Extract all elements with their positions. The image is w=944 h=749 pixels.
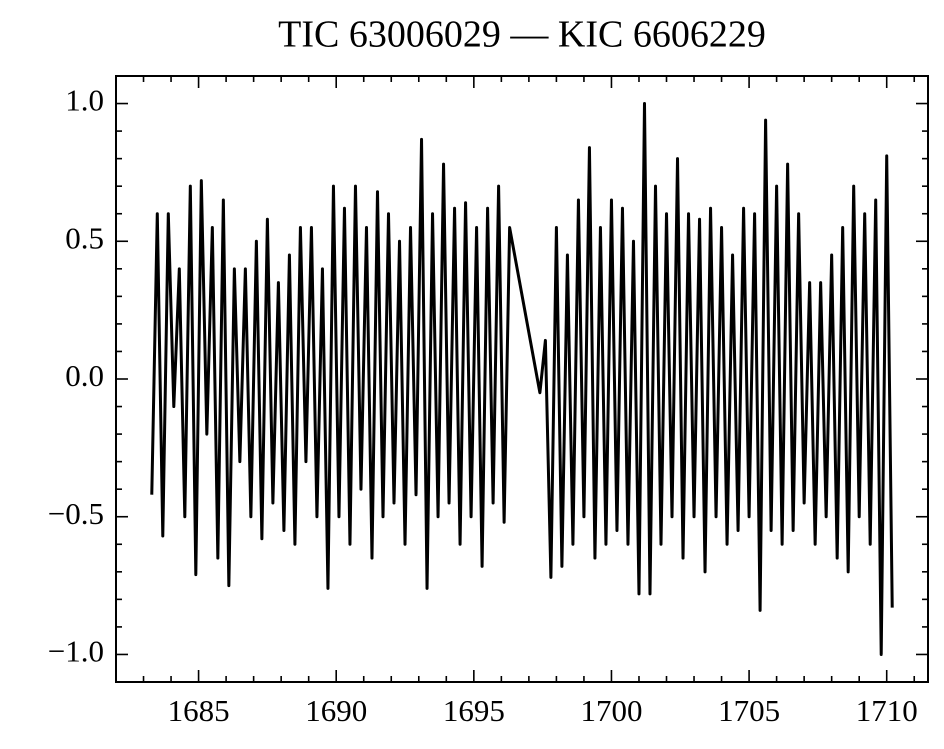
y-tick-label: 0.5 <box>65 220 104 255</box>
y-tick-label: 1.0 <box>65 83 104 118</box>
x-tick-label: 1685 <box>168 693 230 728</box>
x-tick-label: 1695 <box>443 693 505 728</box>
y-tick-label: 0.0 <box>65 358 104 393</box>
x-tick-label: 1705 <box>718 693 780 728</box>
x-tick-label: 1700 <box>580 693 642 728</box>
y-tick-label: −0.5 <box>48 496 104 531</box>
chart-title: TIC 63006029 — KIC 6606229 <box>278 14 766 56</box>
y-tick-label: −1.0 <box>48 634 104 669</box>
x-tick-label: 1710 <box>856 693 918 728</box>
x-tick-label: 1690 <box>305 693 367 728</box>
light-curve <box>150 102 894 656</box>
